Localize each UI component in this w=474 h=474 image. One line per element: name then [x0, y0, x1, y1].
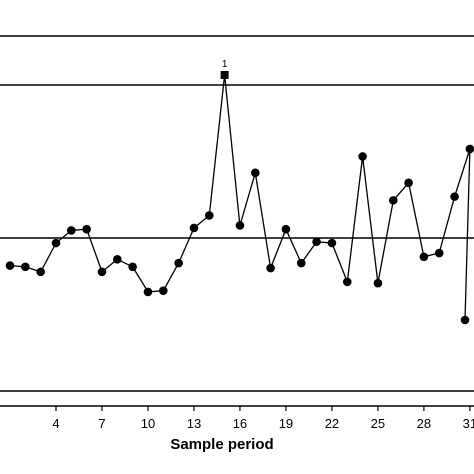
data-point — [266, 263, 275, 273]
data-point — [97, 267, 107, 277]
data-point — [388, 196, 398, 205]
x-axis-title: Sample period — [170, 436, 273, 453]
data-point — [327, 238, 337, 248]
data-point — [36, 267, 45, 277]
x-tick-label: 22 — [325, 416, 339, 431]
x-tick-label: 4 — [52, 416, 59, 431]
data-point-flagged — [220, 70, 229, 79]
annotations: 1 — [222, 59, 228, 70]
x-tick-label: 7 — [98, 416, 105, 431]
x-tick-label: 10 — [141, 416, 155, 431]
data-point — [189, 223, 199, 233]
data-point — [143, 287, 153, 297]
data-point — [159, 286, 168, 295]
data-point — [450, 192, 459, 201]
data-point — [281, 224, 291, 234]
data-point — [250, 168, 260, 178]
data-point — [434, 248, 444, 258]
data-point — [113, 255, 122, 264]
x-tick-label: 13 — [187, 416, 201, 431]
data-point — [465, 144, 474, 154]
data-point — [373, 278, 383, 288]
data-point — [174, 258, 183, 268]
data-point — [312, 237, 321, 247]
x-tick-label: 31 — [463, 416, 474, 431]
data-point — [67, 226, 76, 235]
x-tick-label: 16 — [233, 416, 247, 431]
data-point — [342, 277, 352, 287]
data-point — [235, 221, 245, 230]
data-point — [82, 224, 91, 234]
x-tick-label: 28 — [417, 416, 431, 431]
data-point — [404, 178, 413, 188]
data-points — [5, 70, 474, 325]
data-point — [21, 262, 30, 272]
data-point — [128, 262, 137, 272]
flag-annotation: 1 — [222, 59, 228, 70]
x-axis: 4 7 10 13 16 19 22 25 28 31 — [0, 405, 474, 431]
x-tick-label: 25 — [371, 416, 385, 431]
data-point — [460, 315, 470, 325]
data-point — [5, 261, 15, 270]
series-line — [9, 74, 471, 321]
data-point — [296, 258, 306, 268]
data-point — [51, 238, 61, 248]
data-point — [358, 152, 367, 161]
x-tick-label: 19 — [279, 416, 293, 431]
data-point — [419, 252, 429, 262]
control-limit-lines — [0, 35, 474, 392]
data-point — [204, 211, 214, 220]
series-line-group — [9, 74, 471, 321]
